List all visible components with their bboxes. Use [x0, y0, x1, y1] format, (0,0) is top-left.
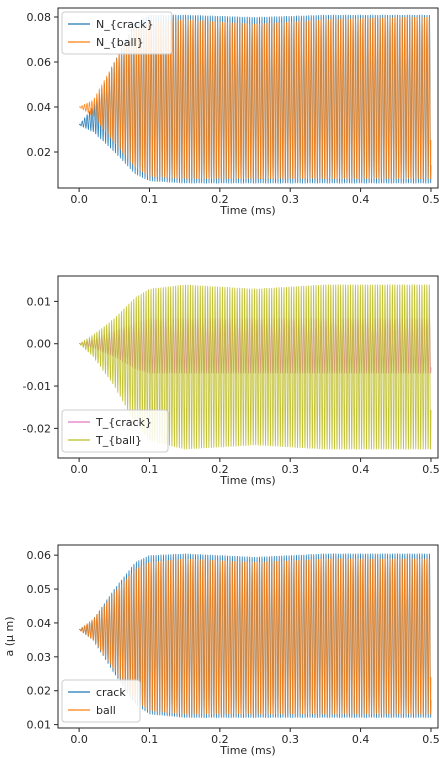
legend-box	[61, 11, 173, 55]
x-tick-label: 0.3	[281, 463, 299, 476]
chart-panel-3: 0.0 0.1 0.2 0.3 0.4 0.5 0.01 0.02 0.03 0.04 0.05 0.…	[3, 544, 440, 757]
y-tick-label: -0.01	[23, 380, 51, 393]
plot-area	[78, 14, 432, 184]
y-tick-label: 0.04	[27, 101, 52, 114]
x-tick-label: 0.5	[422, 193, 440, 206]
x-tick-label: 0.1	[141, 193, 159, 206]
y-tick-label: 0.03	[27, 651, 52, 664]
y-tick-label: 0.06	[27, 56, 52, 69]
y-tick-label: 0.02	[27, 685, 52, 698]
x-tick-label: 0.4	[352, 193, 370, 206]
x-axis-label: Time (ms)	[219, 744, 275, 757]
x-tick-label: 0.4	[352, 733, 370, 746]
legend-label: N_{ball}	[96, 36, 144, 49]
x-tick-label: 0.0	[70, 193, 88, 206]
x-tick-label: 0.1	[141, 463, 159, 476]
axes-frame	[57, 275, 439, 459]
x-tick-label: 0.2	[211, 733, 229, 746]
x-tick-label: 0.0	[70, 463, 88, 476]
y-tick-label: 0.08	[27, 11, 52, 24]
legend: crack ball	[61, 679, 141, 723]
axes-frame	[57, 544, 439, 729]
x-axis-label: Time (ms)	[219, 474, 275, 487]
chart-panel-2: 0.0 0.1 0.2 0.3 0.4 0.5 0.01 0.00 -0.01 -0.02 Time…	[23, 275, 440, 487]
x-tick-label: 0.2	[211, 463, 229, 476]
y-tick-label: 0.06	[27, 549, 52, 562]
y-tick-label: 0.04	[27, 617, 52, 630]
legend: T_{crack} T_{ball}	[61, 409, 169, 453]
legend-label: ball	[96, 704, 116, 717]
legend-label: crack	[96, 686, 126, 699]
x-axis-label: Time (ms)	[219, 204, 275, 217]
y-tick-label: 0.05	[27, 583, 52, 596]
x-tick-label: 0.5	[422, 463, 440, 476]
y-tick-label: -0.02	[23, 422, 51, 435]
x-tick-label: 0.3	[281, 733, 299, 746]
x-tick-label: 0.0	[70, 733, 88, 746]
legend-label: T_{crack}	[95, 416, 152, 429]
x-tick-label: 0.1	[141, 733, 159, 746]
y-tick-label: 0.02	[27, 146, 52, 159]
x-tick-label: 0.4	[352, 463, 370, 476]
legend-box	[61, 679, 141, 723]
series-line-n-ball-	[79, 17, 432, 180]
x-tick-label: 0.5	[422, 733, 440, 746]
y-axis-label: a (μ m)	[3, 616, 16, 656]
y-tick-label: 0.00	[27, 338, 52, 351]
y-tick-label: 0.01	[27, 719, 52, 732]
legend: N_{crack} N_{ball}	[61, 11, 173, 55]
y-tick-label: 0.01	[27, 295, 52, 308]
x-tick-label: 0.2	[211, 193, 229, 206]
axes-frame	[57, 7, 439, 189]
legend-box	[61, 409, 169, 453]
legend-label: N_{crack}	[96, 18, 153, 31]
legend-label: T_{ball}	[95, 434, 142, 447]
x-tick-label: 0.3	[281, 193, 299, 206]
chart-panel-1: 0.0 0.1 0.2 0.3 0.4 0.5 0.02 0.04 0.06 0.08 Time (…	[27, 7, 440, 217]
